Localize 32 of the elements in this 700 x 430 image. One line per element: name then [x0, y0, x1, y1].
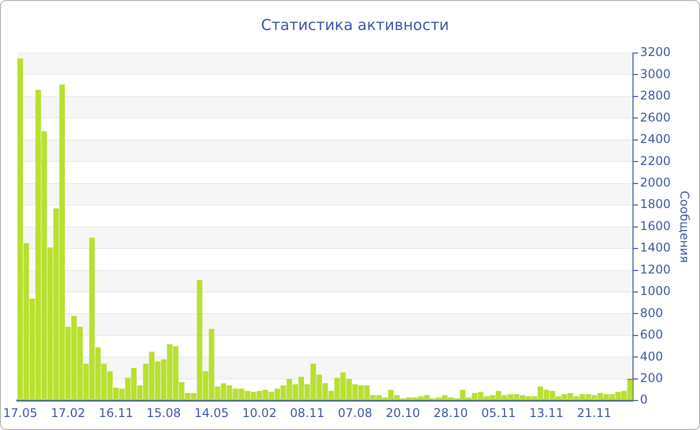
y-tick-label: 3000: [640, 66, 671, 81]
y-tick-label: 2600: [640, 110, 671, 124]
y-tick-label: 0: [640, 392, 648, 407]
x-tick-label: 17.05: [3, 406, 38, 420]
y-tick-label: 3200: [640, 45, 671, 60]
x-tick-label: 13.11: [529, 406, 564, 420]
y-tick-label: 2800: [640, 88, 671, 103]
y-tick-label: 1800: [640, 197, 671, 212]
y-axis-title: Сообщения: [678, 190, 692, 263]
y-tick-label: 1400: [640, 240, 671, 255]
y-tick-label: 600: [640, 328, 663, 342]
x-tick-label: 21.11: [577, 406, 612, 420]
x-tick-label: 07.08: [338, 406, 372, 420]
y-tick-label: 2400: [640, 132, 671, 146]
x-tick-label: 08.11: [290, 406, 324, 420]
x-tick-label: 20.10: [386, 406, 420, 420]
y-tick-label: 200: [640, 371, 663, 385]
x-tick-label: 16.11: [98, 406, 134, 420]
x-tick-label: 15.08: [146, 406, 181, 420]
x-tick-label: 28.10: [434, 406, 468, 420]
x-tick-label: 05.11: [481, 406, 516, 420]
y-tick-label: 1200: [640, 262, 671, 276]
y-tick-label: 800: [640, 306, 663, 320]
x-tick-label: 14.05: [194, 406, 229, 420]
y-tick-label: 2000: [640, 175, 671, 190]
y-tick-label: 1600: [640, 218, 671, 233]
y-tick-label: 400: [640, 349, 663, 364]
y-tick-label: 2200: [640, 154, 671, 168]
x-tick-label: 17.02: [50, 406, 86, 420]
x-tick-label: 10.02: [242, 406, 277, 420]
chart-title: Статистика активности: [261, 16, 449, 34]
y-tick-label: 1000: [640, 284, 671, 298]
